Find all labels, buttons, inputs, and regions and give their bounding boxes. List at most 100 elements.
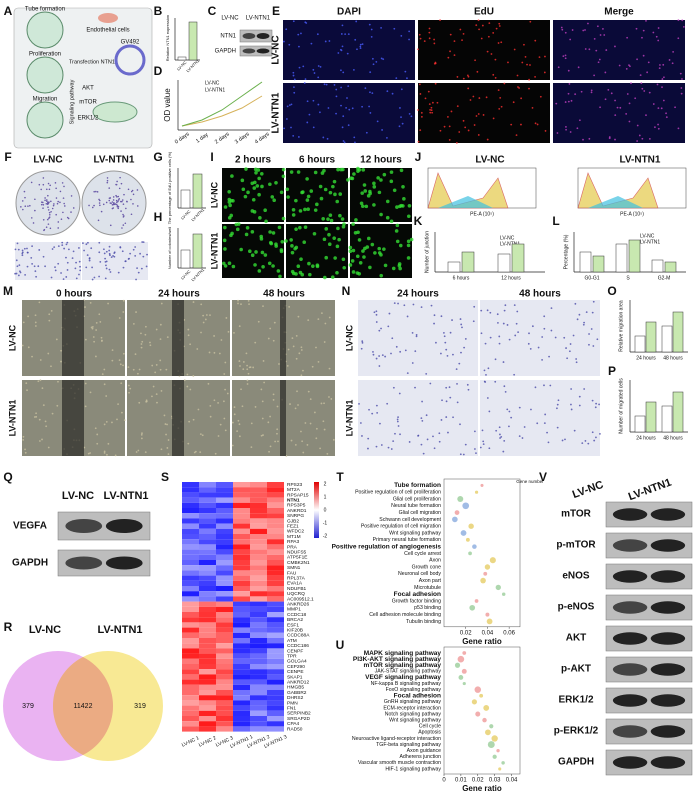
cell-dot [395,205,399,209]
cell-dot [379,178,383,182]
heat-cell [182,705,199,711]
x-tick-label: 0.04 [506,778,518,784]
cell-dot [485,373,487,376]
label: Axon part [419,578,442,584]
heat-cell [233,695,250,701]
scratch [172,380,184,456]
cell-dot [114,454,117,457]
heat-cell [199,586,216,592]
label: eNOS [562,571,590,582]
colony [60,218,63,220]
colony [126,200,128,203]
heat-cell [233,622,250,628]
label: Glial cell migration [399,510,441,516]
heat-cell [250,596,267,602]
cell-dot [381,129,383,131]
colony [111,201,114,203]
heat-cell [199,487,216,493]
cell-dot [273,321,276,324]
cell-dot [360,204,365,209]
cell-dot [250,422,253,425]
cell-dot [564,31,567,34]
cell-dot [527,342,530,345]
heat-cell [267,575,284,581]
cell-dot [17,248,20,251]
heat-cell [267,700,284,706]
colony [42,207,44,209]
colony [61,182,64,184]
cell-dot [518,87,520,89]
label: ERK1/2 [78,116,99,122]
cell-dot [351,222,355,226]
dot [492,754,497,759]
cell-dot [406,372,409,375]
cell-dot [388,312,391,315]
cell-dot [499,437,501,439]
heat-cell [250,669,267,675]
band [105,519,143,533]
cell-dot [590,89,593,92]
label: Tubulin binding [406,619,441,625]
heat-cell [250,601,267,607]
colony [113,202,115,204]
cell-dot [359,422,362,424]
cell-dot [565,347,567,349]
cell-dot [448,125,451,128]
cell-dot [294,227,298,231]
cell-dot [408,441,411,443]
cell-dot [224,361,227,364]
cell-dot [104,277,107,280]
cell-dot [307,390,310,393]
micrograph [553,83,685,143]
cell-dot [156,401,158,404]
cell-dot [231,421,234,424]
cell-dot [233,331,235,334]
heat-cell [233,674,250,680]
label: FEZ1 [287,523,299,529]
colony [109,197,112,199]
colony [34,209,36,212]
heat-cell [250,643,267,649]
cell-dot [276,269,281,273]
cell-dot [219,423,222,426]
cell-dot [425,372,428,375]
heat-cell [199,669,216,675]
label: CCDC18 [287,612,307,618]
trend-line [181,81,263,127]
cell-dot [647,61,650,64]
band [256,33,270,39]
micrograph [286,224,348,278]
label: Apoptosis [418,730,441,736]
heat-cell [216,513,233,519]
cell-dot [370,35,373,38]
cell-dot [444,341,447,344]
cell-dot [103,423,106,426]
cell-dot [260,250,265,255]
cell-dot [373,311,376,314]
cell-dot [262,360,265,362]
heat-cell [182,726,199,732]
heat-cell [250,487,267,493]
cell-dot [464,443,467,446]
cell-dot [401,204,405,208]
cell-dot [272,198,276,202]
colony [136,205,139,207]
dot [496,748,500,753]
heat-cell [250,679,267,685]
cell-dot [372,351,374,353]
label: LV-NTN1 [620,155,661,166]
cell-dot [582,138,584,141]
heat-cell [182,716,199,722]
cell-dot [376,176,380,180]
cell-dot [504,390,507,393]
cell-dot [105,250,108,253]
cell-dot [472,95,475,98]
cell-dot [460,351,462,354]
dot [485,729,491,736]
cell-dot [641,36,643,39]
cell-dot [352,68,355,71]
cell-dot [104,260,107,263]
label: ECM-receptor interaction [383,705,441,711]
heat-cell [199,648,216,654]
cell-dot [50,309,53,312]
